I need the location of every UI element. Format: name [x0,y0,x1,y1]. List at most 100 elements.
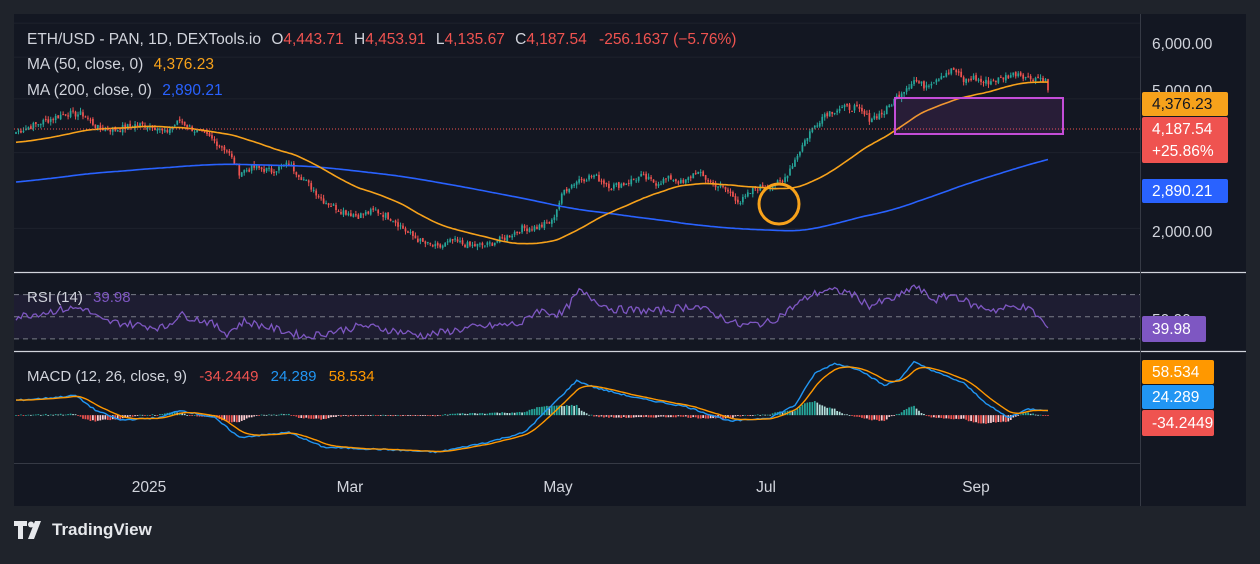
macd-hist-bar-188 [481,413,484,416]
macd-hist-bar-15 [52,414,55,416]
candle-117 [305,179,308,182]
candle-body [476,243,479,247]
candle-49 [136,122,139,127]
candle-271 [687,176,690,183]
candle-104 [273,169,275,177]
macd-hist-bar-128 [332,415,335,418]
candle-body [1014,71,1017,77]
macd-hist-bar-380 [957,415,960,420]
candle-body [625,183,628,185]
candle-body [831,112,834,114]
macd-hist-bar-107 [280,413,283,416]
candle-body [578,179,581,183]
candle-326 [823,112,826,121]
candle-body [345,210,347,215]
time-tick-may: May [543,479,573,496]
candle-240 [610,188,613,191]
macd-hist-bar-293 [741,415,744,416]
candle-329 [831,111,834,117]
tag-last-price-text: 4,187.54 [1152,121,1213,138]
macd-hist-bar-129 [335,415,337,417]
tradingview-brand[interactable]: TradingView [14,520,152,540]
macd-hist-bar-48 [134,415,136,417]
macd-hist-bar-97 [255,415,258,416]
macd-hist-bar-69 [186,415,189,416]
candle-body [302,179,305,181]
macd-hist-bar-410 [1032,413,1034,416]
macd-hist-bar-413 [1039,414,1042,416]
candle-body [389,219,392,221]
macd-hist-bar-170 [436,415,439,416]
highlight-box[interactable] [894,97,1064,135]
candle-body [694,172,697,174]
macd-hist-bar-323 [816,402,819,416]
candle-body [610,189,613,191]
macd-hist-bar-50 [139,414,141,416]
candle-81 [216,138,218,150]
macd-hist-bar-121 [315,415,318,419]
macd-hist-bar-244 [620,415,623,419]
macd-hist-bar-300 [759,414,762,416]
macd-hist-bar-395 [995,415,997,423]
candle-body [992,80,995,82]
candle-416 [1047,78,1049,93]
rsi-legend-label: RSI (14) [27,289,83,306]
candle-135 [350,209,352,217]
macd-hist-bar-217 [553,405,556,416]
candle-173 [444,241,447,247]
macd-hist-bar-133 [345,415,347,416]
tag-ma50-bg [1142,92,1228,116]
macd-hist-bar-303 [766,414,769,416]
candle-body [858,107,861,109]
change-value: -256.1637 (−5.76%) [599,31,736,48]
candle-body [109,129,112,132]
candle-body [737,199,739,203]
candle-38 [109,129,112,135]
candle-18 [59,111,62,121]
macd-hist-bar-224 [570,404,573,416]
candle-body [168,129,171,134]
macd-hist-bar-330 [833,408,836,416]
macd-hist-bar-324 [818,404,821,416]
candle-body [883,113,886,115]
macd-hist-bar-151 [389,415,392,416]
candle-295 [746,189,749,198]
candle-129 [335,202,337,214]
candle-body [853,105,856,111]
macd-hist-bar-85 [225,415,228,421]
candle-body [270,168,273,173]
macd-hist-bar-156 [402,415,404,416]
candle-body [838,108,841,112]
macd-hist-bar-369 [930,415,933,418]
macd-hist-bar-60 [163,413,166,416]
macd-hist-bar-362 [913,405,915,416]
candle-body [1009,75,1012,78]
candle-body [37,124,40,126]
candle-398 [1002,77,1005,83]
candle-244 [620,182,623,189]
candle-body [660,183,662,185]
candle-body [39,124,42,126]
candle-body [325,202,327,204]
macd-hist-bar-147 [379,415,382,416]
candle-body [159,128,161,130]
candle-139 [359,212,362,219]
candle-11 [42,118,45,128]
moving-averages [15,81,1049,245]
candle-362 [913,76,915,87]
candle-269 [682,178,685,184]
candle-263 [667,175,670,182]
candle-145 [374,207,377,211]
macd-hist-bar-26 [79,415,82,417]
candle-0 [15,131,17,134]
highlight-circle[interactable] [757,182,801,226]
candles [15,67,1049,251]
candle-body [662,178,665,184]
candle-body [878,113,881,120]
candle-body [804,140,806,146]
macd-hist-bar-189 [483,413,486,416]
macd-hist-bar-319 [806,402,809,416]
candle-body [213,139,216,141]
candle-294 [744,193,747,199]
